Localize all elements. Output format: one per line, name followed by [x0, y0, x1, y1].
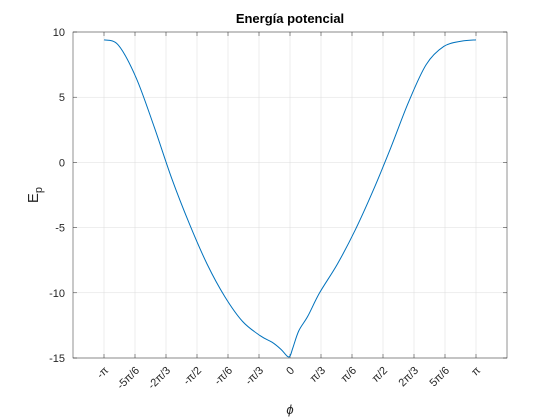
y-tick-label: -15 [49, 353, 65, 365]
y-axis-label-subscript: p [33, 187, 45, 193]
y-axis-label-main: E [25, 193, 42, 203]
x-axis-label: ϕ [286, 402, 293, 417]
y-tick-label: -10 [49, 288, 65, 300]
y-axis-label: Ep [25, 187, 45, 203]
y-tick-label: 10 [53, 27, 65, 39]
chart-title: Energía potencial [236, 11, 344, 26]
y-tick-label: -5 [55, 223, 65, 235]
grid [73, 31, 507, 359]
ticks [73, 31, 507, 359]
y-tick-label: 5 [59, 92, 65, 104]
plot-lines [103, 39, 477, 358]
y-tick-label: 0 [59, 157, 65, 169]
series-line [103, 39, 477, 358]
